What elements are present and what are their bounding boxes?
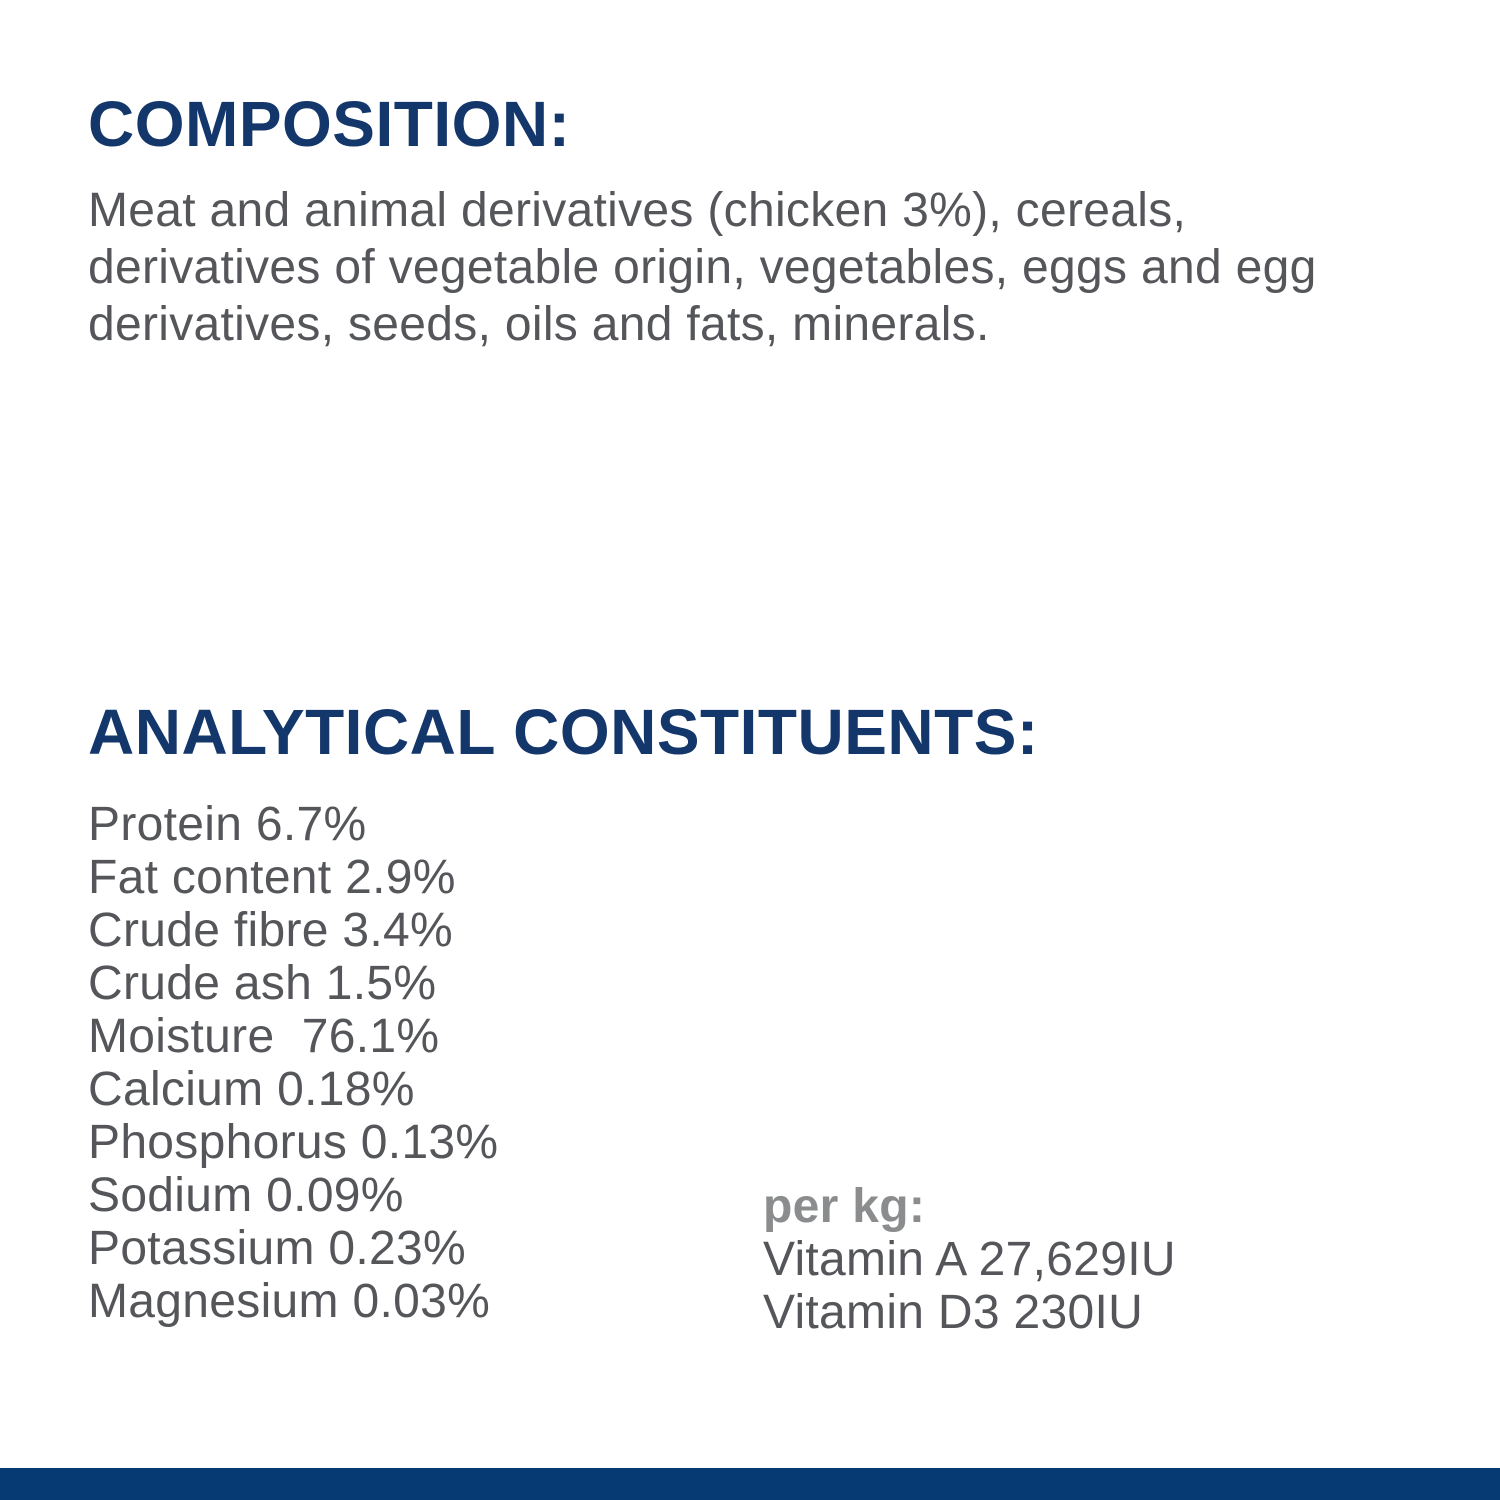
- constituent-row: Crude fibre 3.4%: [88, 904, 453, 957]
- footer-accent-bar: [0, 1468, 1500, 1500]
- analytical-constituents-heading: ANALYTICAL CONSTITUENTS:: [88, 696, 1039, 768]
- constituent-row: Fat content 2.9%: [88, 851, 456, 904]
- composition-body-text: Meat and animal derivatives (chicken 3%)…: [88, 184, 1317, 351]
- constituent-row: Phosphorus 0.13%: [88, 1116, 499, 1169]
- composition-heading: COMPOSITION:: [88, 88, 571, 160]
- constituent-row: Sodium 0.09%: [88, 1169, 404, 1222]
- constituent-row: Magnesium 0.03%: [88, 1275, 491, 1328]
- per-kg-label: per kg:: [763, 1180, 926, 1233]
- constituent-row: Crude ash 1.5%: [88, 957, 437, 1010]
- per-kg-block: per kg: Vitamin A 27,629IU Vitamin D3 23…: [763, 1180, 1176, 1339]
- vitamin-row: Vitamin A 27,629IU: [763, 1233, 1176, 1286]
- constituents-list: Protein 6.7% Fat content 2.9% Crude fibr…: [88, 798, 498, 1328]
- constituent-row: Protein 6.7%: [88, 798, 367, 851]
- constituent-row: Calcium 0.18%: [88, 1063, 415, 1116]
- vitamin-row: Vitamin D3 230IU: [763, 1286, 1144, 1339]
- constituent-row: Potassium 0.23%: [88, 1222, 467, 1275]
- constituent-row: Moisture 76.1%: [88, 1010, 440, 1063]
